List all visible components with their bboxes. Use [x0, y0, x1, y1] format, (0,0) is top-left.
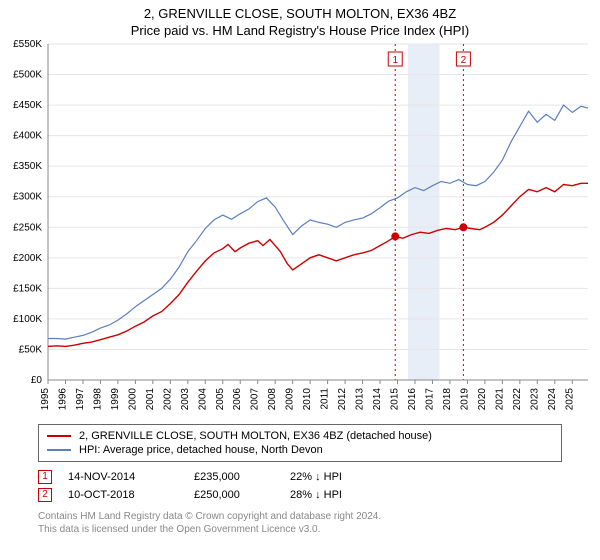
- svg-text:2018: 2018: [442, 388, 453, 411]
- sale-date-2: 10-OCT-2018: [68, 489, 178, 501]
- sale-row-1: 1 14-NOV-2014 £235,000 22% ↓ HPI: [38, 468, 562, 486]
- svg-text:2003: 2003: [180, 388, 191, 411]
- chart-container: 2, GRENVILLE CLOSE, SOUTH MOLTON, EX36 4…: [0, 0, 600, 560]
- svg-text:£0: £0: [31, 375, 43, 386]
- svg-text:2017: 2017: [424, 388, 435, 411]
- svg-text:2007: 2007: [250, 388, 261, 411]
- svg-text:£400K: £400K: [13, 131, 42, 142]
- legend-swatch-hpi: [47, 449, 71, 451]
- svg-text:1995: 1995: [40, 388, 51, 411]
- svg-text:£100K: £100K: [13, 314, 42, 325]
- legend-swatch-property: [47, 435, 71, 437]
- svg-text:£550K: £550K: [13, 40, 42, 50]
- svg-text:2012: 2012: [337, 388, 348, 411]
- svg-text:£50K: £50K: [19, 344, 43, 355]
- legend-label-property: 2, GRENVILLE CLOSE, SOUTH MOLTON, EX36 4…: [79, 430, 432, 442]
- svg-text:2025: 2025: [564, 388, 575, 411]
- svg-text:£150K: £150K: [13, 283, 42, 294]
- sale-marker-1: 1: [38, 470, 52, 484]
- svg-text:2004: 2004: [197, 388, 208, 411]
- svg-text:2001: 2001: [145, 388, 156, 411]
- sale-price-2: £250,000: [194, 489, 274, 501]
- svg-text:1: 1: [392, 55, 398, 66]
- svg-text:1997: 1997: [75, 388, 86, 411]
- svg-text:2010: 2010: [302, 388, 313, 411]
- svg-text:1996: 1996: [57, 388, 68, 411]
- svg-text:2: 2: [461, 55, 467, 66]
- footer-line1: Contains HM Land Registry data © Crown c…: [38, 510, 562, 523]
- svg-text:2024: 2024: [547, 388, 558, 411]
- svg-text:2021: 2021: [494, 388, 505, 411]
- sale-marker-2: 2: [38, 488, 52, 502]
- footer-line2: This data is licensed under the Open Gov…: [38, 523, 562, 536]
- svg-text:2013: 2013: [355, 388, 366, 411]
- sale-price-1: £235,000: [194, 471, 274, 483]
- svg-text:2020: 2020: [477, 388, 488, 411]
- svg-text:2014: 2014: [372, 388, 383, 411]
- title-address: 2, GRENVILLE CLOSE, SOUTH MOLTON, EX36 4…: [0, 6, 600, 21]
- legend-row-property: 2, GRENVILLE CLOSE, SOUTH MOLTON, EX36 4…: [47, 429, 553, 443]
- svg-text:2008: 2008: [267, 388, 278, 411]
- chart-svg: £0 £50K £100K £150K £200K £250K £300K £350K £400…: [0, 40, 600, 418]
- svg-text:2016: 2016: [407, 388, 418, 411]
- sale-row-2: 2 10-OCT-2018 £250,000 28% ↓ HPI: [38, 486, 562, 504]
- svg-text:2005: 2005: [215, 388, 226, 411]
- svg-text:£300K: £300K: [13, 192, 42, 203]
- svg-text:£450K: £450K: [13, 100, 42, 111]
- svg-text:1998: 1998: [92, 388, 103, 411]
- svg-text:2015: 2015: [390, 388, 401, 411]
- svg-text:2023: 2023: [529, 388, 540, 411]
- svg-text:£350K: £350K: [13, 161, 42, 172]
- sale-pct-1: 22% ↓ HPI: [290, 471, 380, 483]
- chart-area: £0 £50K £100K £150K £200K £250K £300K £350K £400…: [0, 40, 600, 418]
- sale-date-1: 14-NOV-2014: [68, 471, 178, 483]
- legend-label-hpi: HPI: Average price, detached house, Nort…: [79, 444, 323, 456]
- svg-text:£250K: £250K: [13, 222, 42, 233]
- legend-box: 2, GRENVILLE CLOSE, SOUTH MOLTON, EX36 4…: [38, 424, 562, 462]
- svg-text:1999: 1999: [110, 388, 121, 411]
- svg-text:2019: 2019: [459, 388, 470, 411]
- svg-text:2009: 2009: [285, 388, 296, 411]
- sale-rows: 1 14-NOV-2014 £235,000 22% ↓ HPI 2 10-OC…: [38, 468, 562, 504]
- title-block: 2, GRENVILLE CLOSE, SOUTH MOLTON, EX36 4…: [0, 0, 600, 40]
- svg-text:£200K: £200K: [13, 253, 42, 264]
- footer: Contains HM Land Registry data © Crown c…: [38, 510, 562, 536]
- title-subtitle: Price paid vs. HM Land Registry's House …: [0, 23, 600, 38]
- svg-text:2000: 2000: [127, 388, 138, 411]
- svg-text:2006: 2006: [232, 388, 243, 411]
- svg-text:2002: 2002: [162, 388, 173, 411]
- legend-row-hpi: HPI: Average price, detached house, Nort…: [47, 443, 553, 457]
- sale-pct-2: 28% ↓ HPI: [290, 489, 380, 501]
- svg-text:2022: 2022: [512, 388, 523, 411]
- svg-text:£500K: £500K: [13, 70, 42, 81]
- svg-text:2011: 2011: [320, 388, 331, 410]
